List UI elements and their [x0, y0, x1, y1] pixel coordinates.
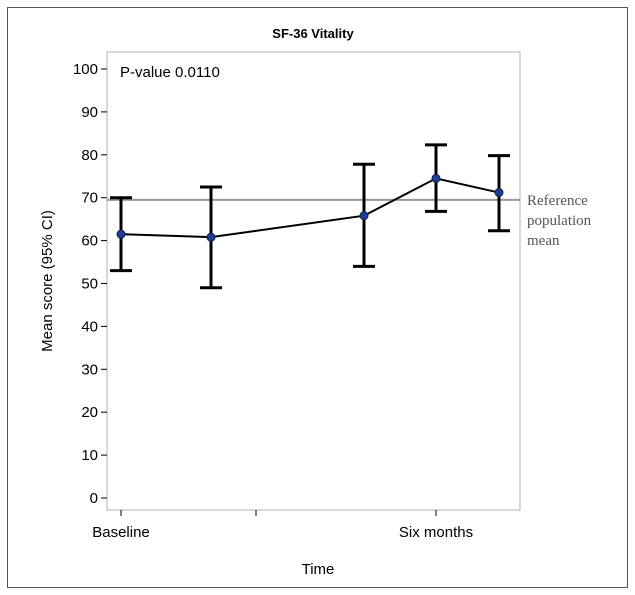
x-tick-label: Six months — [399, 524, 473, 541]
chart: SF-36 Vitality P-value 0.0110 Mean score… — [39, 26, 592, 578]
y-tick-label: 40 — [81, 318, 98, 335]
mean-marker — [359, 211, 369, 221]
figure-frame: SF-36 Vitality P-value 0.0110 Mean score… — [7, 7, 628, 588]
y-tick-label: 50 — [81, 276, 98, 293]
y-tick-label: 60 — [81, 233, 98, 250]
y-tick-label: 20 — [81, 404, 98, 421]
x-tick-label: Baseline — [92, 524, 150, 541]
mean-marker — [206, 232, 216, 242]
x-axis-label: Time — [302, 561, 335, 578]
y-tick-label: 30 — [81, 361, 98, 378]
series-group — [110, 143, 510, 290]
reference-label-line: mean — [527, 233, 560, 249]
y-axis: 0 10 20 30 40 50 60 70 80 90 100 — [73, 61, 107, 507]
mean-marker — [494, 188, 504, 198]
reference-line-group: Reference population mean — [107, 193, 592, 249]
mean-marker — [116, 229, 126, 239]
y-tick-label: 10 — [81, 447, 98, 464]
x-axis: Baseline Six months — [92, 510, 473, 541]
reference-line-label: Reference population mean — [527, 193, 592, 249]
y-tick-label: 80 — [81, 147, 98, 164]
y-axis-label: Mean score (95% CI) — [39, 210, 56, 352]
mean-marker — [431, 173, 441, 183]
reference-label-line: Reference — [527, 193, 588, 209]
y-tick-label: 0 — [90, 490, 98, 507]
reference-label-line: population — [527, 213, 592, 229]
p-value-annotation: P-value 0.0110 — [120, 64, 220, 81]
chart-title: SF-36 Vitality — [272, 26, 354, 41]
y-tick-label: 90 — [81, 104, 98, 121]
y-tick-label: 100 — [73, 61, 98, 78]
plot-area — [106, 51, 521, 511]
y-tick-label: 70 — [81, 190, 98, 207]
